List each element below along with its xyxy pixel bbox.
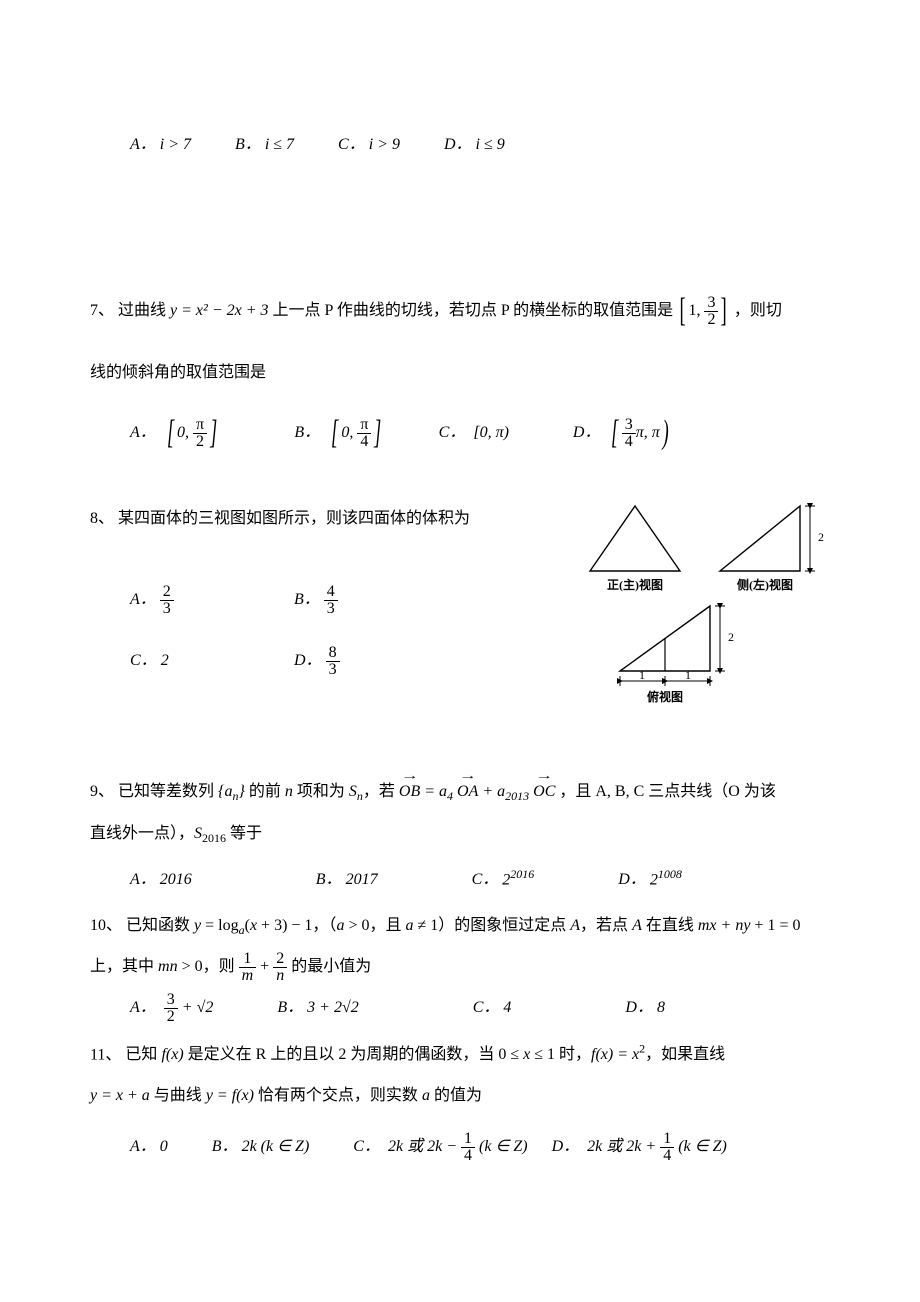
q9-opt-C: C．22016 xyxy=(472,861,535,898)
svg-text:2: 2 xyxy=(818,530,824,544)
q11-stem-b: y = x + a 与曲线 y = f(x) 恰有两个交点，则实数 a 的值为 xyxy=(90,1078,830,1113)
q8-opt-D: D． 83 xyxy=(294,643,454,678)
q6-B-text: i ≤ 7 xyxy=(265,136,294,153)
svg-text:2: 2 xyxy=(728,630,734,644)
svg-text:1: 1 xyxy=(639,668,645,682)
q8-stem-row: 8、 某四面体的三视图如图所示，则该四面体的体积为 xyxy=(90,501,570,536)
svg-text:侧(左)视图: 侧(左)视图 xyxy=(737,577,793,592)
q7-stem-d: 线的倾斜角的取值范围是 xyxy=(90,355,830,390)
q10-opt-A: A． 32 + √2 xyxy=(130,990,213,1025)
q6-A-text: i > 7 xyxy=(160,136,191,153)
q11-opt-C: C． 2k 或 2k − 14 (k ∈ Z) xyxy=(353,1129,527,1164)
q7: 7、 过曲线 y = x² − 2x + 3 上一点 P 作曲线的切线，若切点 … xyxy=(90,274,830,471)
q10-stem-b: 上，其中 mn > 0，则 1m + 2n 的最小值为 xyxy=(90,949,830,984)
q9-stem-b: 的前 n 项和为 Sn，若 xyxy=(249,783,399,800)
q10: 10、 已知函数 y = loga(x + 3) − 1，（a > 0，且 a … xyxy=(90,908,830,1026)
q9-options: A．2016 B．2017 C．22016 D．21008 xyxy=(90,861,830,898)
q10-options: A． 32 + √2 B．3 + 2√2 C．4 D．8 xyxy=(90,990,830,1025)
q6-opt-B: B．i ≤ 7 xyxy=(235,130,294,154)
q11: 11、 已知 f(x) 是定义在 R 上的且以 2 为周期的偶函数，当 0 ≤ … xyxy=(90,1036,830,1165)
q9-opt-D: D．21008 xyxy=(618,861,682,898)
q7-opt-A: A． [0, π2] xyxy=(130,396,220,471)
q7-options: A． [0, π2] B． [0, π4] C． [0, π) D． [34π,… xyxy=(90,396,830,471)
q8-figure: 正(主)视图 2 侧(左)视图 xyxy=(570,501,830,724)
lbracket-icon: [ xyxy=(680,274,686,349)
q6-C-text: i > 9 xyxy=(369,136,400,153)
q11-stem-a: 11、 已知 f(x) 是定义在 R 上的且以 2 为周期的偶函数，当 0 ≤ … xyxy=(90,1036,830,1073)
rbracket-icon: ] xyxy=(721,274,727,349)
q7-opt-D: D． [34π, π) xyxy=(573,396,671,471)
q11-options: A．0 B．2k (k ∈ Z) C． 2k 或 2k − 14 (k ∈ Z)… xyxy=(90,1129,830,1164)
q6-options: A．i > 7 B．i ≤ 7 C．i > 9 D．i ≤ 9 xyxy=(90,130,830,154)
q7-num: 7、 xyxy=(90,302,114,319)
svg-text:1: 1 xyxy=(685,668,691,682)
q8-opt-A: A． 23 xyxy=(130,582,290,617)
exam-page: A．i > 7 B．i ≤ 7 C．i > 9 D．i ≤ 9 7、 过曲线 y… xyxy=(0,0,920,1234)
q8-num: 8、 xyxy=(90,510,114,527)
svg-text:正(主)视图: 正(主)视图 xyxy=(607,577,663,592)
q7-opt-C: C． [0, π) xyxy=(439,415,509,450)
q7-stem-a: 过曲线 xyxy=(118,302,166,319)
q8-stem: 某四面体的三视图如图所示，则该四面体的体积为 xyxy=(118,510,470,527)
q7-opt-B: B． [0, π4] xyxy=(294,396,384,471)
q10-stem-a: 10、 已知函数 y = loga(x + 3) − 1，（a > 0，且 a … xyxy=(90,908,830,944)
q6-opt-A: A．i > 7 xyxy=(130,130,191,154)
q8: 8、 某四面体的三视图如图所示，则该四面体的体积为 A． 23 B． 43 C． xyxy=(90,501,830,724)
q10-opt-D: D．8 xyxy=(625,990,665,1025)
q7-stem-b: 上一点 P 作曲线的切线，若切点 P 的横坐标的取值范围是 xyxy=(273,302,674,319)
q6-D-text: i ≤ 9 xyxy=(476,136,505,153)
q6-opt-C: C．i > 9 xyxy=(338,130,400,154)
q6-opt-D: D．i ≤ 9 xyxy=(444,130,505,154)
q9-opt-A: A．2016 xyxy=(130,862,192,897)
q7-high-frac: 32 xyxy=(704,295,718,328)
q9-opt-B: B．2017 xyxy=(316,862,378,897)
q9-stem-d: 直线外一点），S2016 等于 xyxy=(90,816,830,852)
q8-options: A． 23 B． 43 C． 2 D． 83 xyxy=(90,582,570,678)
q7-stem-c: ，则切 xyxy=(734,302,782,319)
q11-opt-B: B．2k (k ∈ Z) xyxy=(212,1129,310,1164)
q11-opt-D: D． 2k 或 2k + 14 (k ∈ Z) xyxy=(552,1129,727,1164)
q10-num: 10、 xyxy=(90,917,122,934)
vector-oc-icon: OC xyxy=(533,774,555,809)
svg-text:俯视图: 俯视图 xyxy=(647,689,683,704)
q10-opt-C: C．4 xyxy=(473,990,512,1025)
q9-stem: 9、 已知等差数列 {an} 的前 n 项和为 Sn，若 OB = a4 OA … xyxy=(90,774,830,810)
q7-stem: 7、 过曲线 y = x² − 2x + 3 上一点 P 作曲线的切线，若切点 … xyxy=(90,274,830,349)
vector-ob-icon: OB xyxy=(399,774,420,809)
q8-opt-C: C． 2 xyxy=(130,643,290,678)
q9-num: 9、 xyxy=(90,783,114,800)
q8-opt-B: B． 43 xyxy=(294,582,454,617)
q11-num: 11、 xyxy=(90,1046,121,1063)
three-view-diagram-icon: 正(主)视图 2 侧(左)视图 xyxy=(570,501,830,711)
q10-opt-B: B．3 + 2√2 xyxy=(277,990,358,1025)
q7-curve: y = x² − 2x + 3 xyxy=(170,302,269,319)
vector-oa-icon: OA xyxy=(457,774,478,809)
q11-opt-A: A．0 xyxy=(130,1129,168,1164)
q7-low: 1 xyxy=(688,302,696,319)
q9: 9、 已知等差数列 {an} 的前 n 项和为 Sn，若 OB = a4 OA … xyxy=(90,774,830,898)
